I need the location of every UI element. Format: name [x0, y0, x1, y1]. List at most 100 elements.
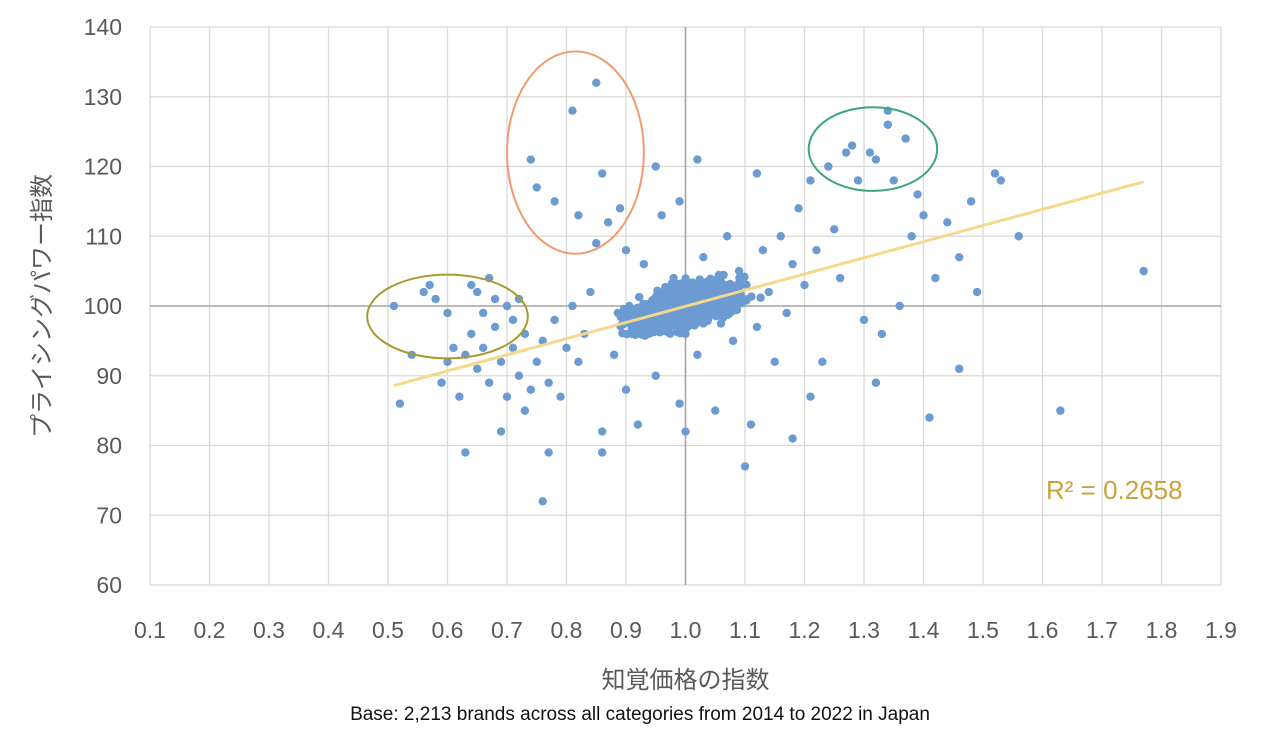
data-point [479, 308, 488, 318]
data-point [853, 176, 863, 185]
data-point [461, 448, 470, 457]
data-point [663, 315, 672, 325]
x-tick-label: 1.0 [670, 617, 702, 643]
data-point [889, 176, 898, 185]
data-point [669, 273, 678, 283]
data-point [562, 343, 571, 353]
cloud-point [675, 322, 685, 332]
cloud-point [681, 274, 690, 283]
data-point [943, 218, 952, 227]
cloud-point [728, 281, 737, 291]
data-point [990, 169, 1000, 178]
data-point [734, 266, 744, 276]
x-tick-label: 0.6 [432, 617, 464, 643]
x-tick-label: 1.4 [908, 617, 940, 643]
x-tick-label: 1.1 [729, 617, 761, 643]
data-point [722, 232, 732, 241]
data-point [609, 350, 619, 360]
cloud-point [637, 305, 647, 314]
cloud-point [640, 318, 650, 328]
data-point [1139, 266, 1148, 276]
data-point [788, 434, 797, 443]
data-point [514, 294, 524, 304]
data-point [520, 406, 530, 415]
data-point [782, 308, 791, 318]
y-tick-label: 140 [84, 14, 122, 40]
x-axis-ticks: 0.1 0.2 0.3 0.4 0.5 0.6 0.7 0.8 0.9 1.0 1.1 1.2 1.3 1… [134, 617, 1237, 643]
x-axis-title: 知覚価格の指数 [602, 666, 770, 694]
data-point [556, 392, 565, 401]
data-point [425, 280, 434, 290]
cloud-point [634, 292, 644, 302]
data-point [705, 308, 714, 318]
data-point [717, 280, 726, 290]
data-point [675, 399, 684, 408]
y-tick-label: 70 [96, 502, 122, 528]
data-point [711, 406, 720, 415]
data-point [687, 287, 696, 297]
data-point [996, 176, 1006, 185]
data-point [764, 287, 773, 297]
cloud-point [655, 319, 664, 328]
data-point [651, 162, 660, 171]
data-point [473, 287, 482, 297]
y-axis-title: プライシングパワー指数 [28, 174, 56, 438]
y-tick-label: 100 [84, 293, 122, 319]
cloud-point [671, 287, 681, 296]
x-tick-label: 1.8 [1146, 617, 1178, 643]
data-point [431, 294, 440, 304]
data-point [752, 322, 762, 332]
x-tick-label: 1.3 [848, 617, 880, 643]
data-point [907, 232, 916, 241]
data-point [752, 169, 762, 178]
data-point [841, 148, 851, 157]
data-point [484, 378, 494, 387]
data-point [621, 246, 631, 255]
data-point [758, 246, 768, 255]
data-point [496, 357, 506, 366]
data-point [568, 301, 577, 311]
highlight-ellipse [506, 50, 645, 255]
data-point [502, 392, 512, 401]
data-point [675, 197, 684, 206]
data-point [532, 357, 541, 366]
data-point [532, 183, 541, 192]
cloud-point [735, 273, 744, 283]
data-point [395, 399, 405, 408]
cloud-point [724, 296, 734, 306]
data-point [502, 301, 512, 311]
data-point [508, 315, 518, 325]
x-tick-label: 1.5 [967, 617, 999, 643]
y-tick-label: 110 [85, 223, 122, 249]
cloud-point [661, 282, 670, 292]
data-point [1014, 232, 1023, 241]
cloud-point [682, 309, 691, 319]
cloud-point [647, 318, 657, 327]
chart-caption: Base: 2,213 brands across all categories… [350, 704, 930, 725]
data-point [699, 252, 708, 262]
data-point [389, 301, 399, 311]
data-point [955, 252, 964, 262]
x-tick-label: 1.9 [1205, 617, 1237, 643]
data-point [621, 385, 631, 394]
data-point [508, 343, 518, 353]
data-point [633, 420, 643, 429]
x-tick-label: 1.6 [1027, 617, 1059, 643]
data-point [550, 315, 559, 325]
cloud-point [756, 293, 765, 302]
data-point [490, 294, 500, 304]
data-point [592, 239, 601, 248]
data-point [901, 134, 910, 143]
data-point [925, 413, 934, 422]
data-point [728, 336, 738, 346]
data-point [639, 259, 649, 269]
data-point [824, 162, 833, 171]
cloud-point [677, 286, 687, 295]
data-point [931, 273, 940, 283]
data-point [919, 211, 928, 220]
data-point [806, 392, 815, 401]
data-point [693, 155, 702, 164]
data-point [514, 371, 524, 380]
data-point [598, 169, 607, 178]
data-point [496, 427, 506, 436]
